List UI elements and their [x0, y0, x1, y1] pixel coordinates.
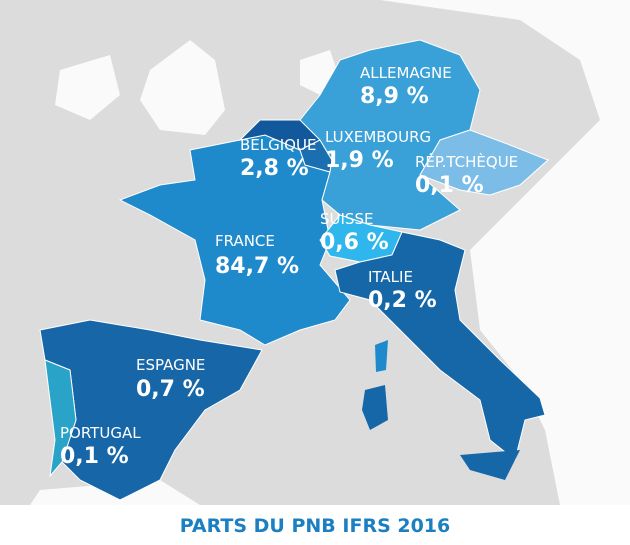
region-share: 2,8 % — [240, 156, 309, 181]
region-name: ESPAGNE — [136, 356, 205, 374]
region-share: 0,6 % — [320, 230, 389, 255]
region-share: 8,9 % — [360, 84, 429, 109]
region-name: SUISSE — [320, 210, 373, 228]
region-name: ITALIE — [368, 268, 413, 286]
region-name: LUXEMBOURG — [325, 128, 431, 146]
sardinia — [362, 385, 388, 430]
land — [380, 0, 630, 505]
region-share: 0,1 % — [415, 173, 484, 198]
region-name: PORTUGAL — [60, 424, 141, 442]
czech-republic — [419, 129, 549, 196]
region-share: 84,7 % — [215, 254, 299, 279]
region-share: 0,2 % — [368, 288, 437, 313]
land — [55, 55, 120, 120]
region-name: ALLEMAGNE — [360, 64, 452, 82]
corsica — [375, 340, 388, 372]
region-share: 1,9 % — [325, 148, 394, 173]
region-name: RÉP.TCHÈQUE — [415, 152, 518, 171]
sicily — [460, 450, 520, 480]
footer-bg — [0, 505, 630, 545]
region-name: BELGIQUE — [240, 136, 316, 154]
region-share: 0,7 % — [136, 377, 205, 402]
map-title: PARTS DU PNB IFRS 2016 — [180, 515, 451, 537]
region-name: FRANCE — [215, 232, 275, 250]
portugal — [44, 359, 77, 478]
land — [140, 40, 225, 135]
italy — [334, 231, 546, 461]
region-share: 0,1 % — [60, 444, 129, 469]
